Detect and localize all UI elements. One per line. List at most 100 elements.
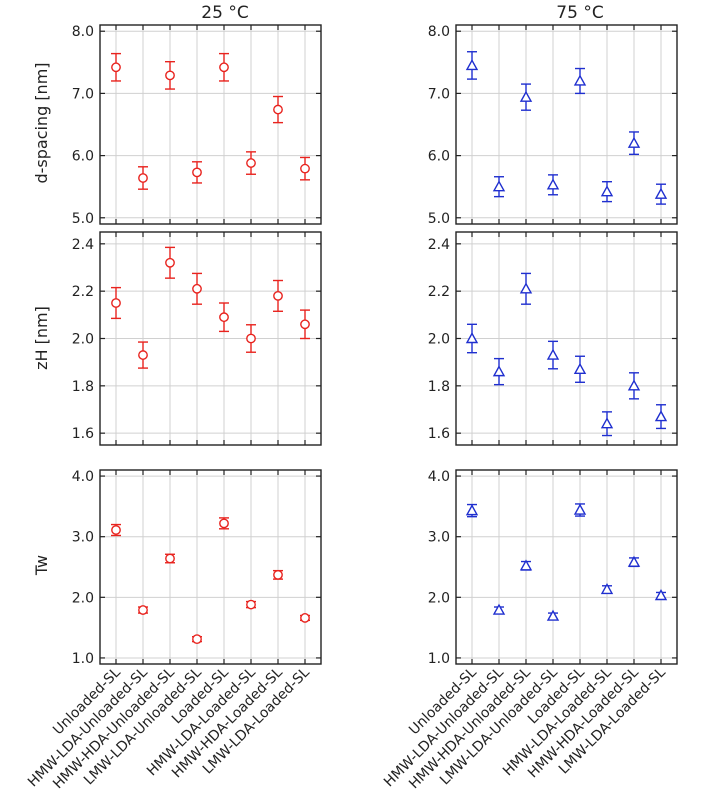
data-point <box>654 404 668 430</box>
plot-frame <box>99 469 322 665</box>
circle-marker <box>165 70 175 81</box>
y-tick-label: 2.0 <box>428 332 450 348</box>
data-point <box>192 161 202 184</box>
circle-marker <box>273 290 283 301</box>
data-point <box>165 60 175 90</box>
triangle-marker <box>600 582 614 595</box>
plot-area <box>100 470 321 664</box>
column-title-25c: 25 °C <box>201 3 248 23</box>
ylabel-d-spacing: d-spacing [nm] <box>32 62 51 183</box>
data-point <box>546 174 560 196</box>
data-point <box>627 372 641 400</box>
plot-frame <box>455 231 678 446</box>
data-point <box>273 95 283 124</box>
triangle-marker <box>573 362 587 374</box>
triangle-marker <box>492 180 506 192</box>
data-point <box>219 52 229 82</box>
triangle-marker <box>627 379 641 391</box>
panel-3-2: 1.02.03.04.0Unloaded-SLHMW-LDA-Unloaded-… <box>381 469 678 792</box>
panel-2-2: 1.6 1.8 2.0 2.2 2.4 <box>428 231 678 446</box>
data-point <box>300 156 310 181</box>
data-point <box>519 272 533 305</box>
data-point <box>300 613 310 623</box>
data-point <box>654 183 668 205</box>
circle-marker <box>111 298 121 308</box>
circle-marker <box>300 319 310 330</box>
circle-marker <box>192 167 202 178</box>
data-point <box>246 151 256 175</box>
triangle-marker <box>600 185 614 197</box>
y-tick-label: 2.2 <box>72 284 94 300</box>
plot-frame <box>455 24 678 225</box>
triangle-marker <box>627 136 641 148</box>
ylabel-tw: Tw <box>32 555 51 576</box>
circle-marker <box>246 599 256 610</box>
triangle-marker <box>600 417 614 429</box>
data-point <box>573 503 587 517</box>
y-tick-label: 5.0 <box>72 211 94 227</box>
y-tick-label: 2.0 <box>72 332 94 348</box>
data-point <box>165 246 175 279</box>
data-point <box>111 286 121 320</box>
triangle-marker <box>546 348 560 360</box>
data-point <box>246 324 256 353</box>
data-point <box>138 605 148 615</box>
data-point <box>138 166 148 190</box>
y-tick-label: 8.0 <box>72 24 94 40</box>
data-point <box>627 555 641 568</box>
circle-marker <box>111 525 121 535</box>
triangle-marker <box>492 603 506 615</box>
data-point <box>219 302 229 333</box>
plot-area <box>456 470 677 664</box>
data-point <box>465 503 479 518</box>
triangle-marker <box>654 187 668 199</box>
circle-marker <box>219 312 229 323</box>
data-point <box>573 355 587 383</box>
data-point <box>192 634 202 645</box>
data-point <box>519 83 533 111</box>
circle-marker <box>246 333 256 344</box>
triangle-marker <box>492 365 506 377</box>
y-tick-label: 2.0 <box>428 590 450 606</box>
y-tick-label: 1.8 <box>72 379 94 395</box>
circle-marker <box>138 173 148 183</box>
data-point <box>246 599 256 610</box>
data-point <box>465 51 479 80</box>
data-point <box>654 589 668 601</box>
triangle-marker <box>546 178 560 190</box>
triangle-marker <box>654 410 668 422</box>
circle-marker <box>246 158 256 168</box>
y-tick-label: 2.4 <box>72 237 94 253</box>
circle-marker <box>219 518 229 529</box>
panel-1-2: 5.0 6.0 7.0 8.0 <box>428 24 678 227</box>
circle-marker <box>273 104 283 115</box>
triangle-marker <box>573 74 587 86</box>
y-tick-label: 2.4 <box>428 237 450 253</box>
plot-frame <box>99 24 322 225</box>
y-tick-label: 8.0 <box>428 24 450 40</box>
plot-area <box>100 25 321 224</box>
data-point <box>546 340 560 370</box>
circle-marker <box>111 62 121 73</box>
y-tick-label: 5.0 <box>428 211 450 227</box>
panels: 5.06.07.08.05.06.07.08.01.61.82.02.22.41… <box>25 24 678 792</box>
triangle-marker <box>519 559 533 571</box>
data-point <box>300 309 310 340</box>
triangle-marker <box>573 503 587 515</box>
circle-marker <box>138 605 148 615</box>
y-tick-label: 1.6 <box>72 426 94 442</box>
triangle-marker <box>465 332 479 344</box>
plot-frame <box>99 231 322 446</box>
y-tick-label: 2.2 <box>428 284 450 300</box>
data-point <box>111 52 121 82</box>
data-point <box>600 181 614 203</box>
y-tick-label: 7.0 <box>428 86 450 102</box>
data-point <box>492 176 506 198</box>
data-point <box>138 341 148 369</box>
data-point <box>192 272 202 305</box>
plot-area <box>456 25 677 224</box>
data-point <box>219 517 229 530</box>
data-point <box>492 603 506 615</box>
y-tick-label: 1.6 <box>428 426 450 442</box>
